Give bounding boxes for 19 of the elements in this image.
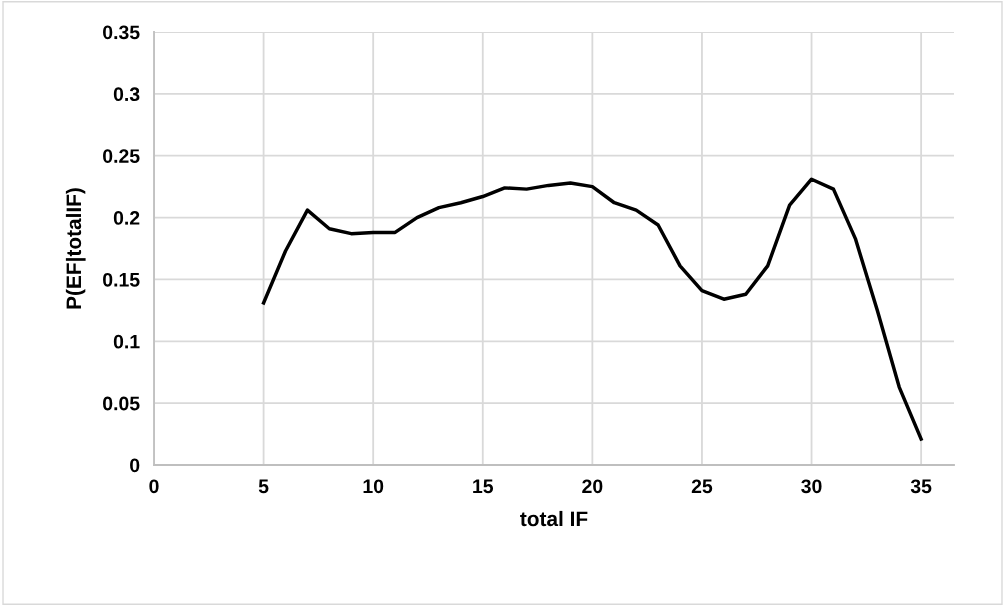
y-tick-label: 0.15 [103,272,140,287]
x-axis-title: total IF [520,510,588,527]
line-series [261,177,923,441]
x-tick-label: 30 [801,479,822,494]
y-tick-label: 0.25 [103,149,140,163]
x-tick-label: 0 [149,479,159,494]
y-tick-label: 0.1 [113,334,140,349]
x-tick-label: 35 [910,479,932,494]
x-tick-label: 20 [582,479,603,494]
x-tick-label: 15 [473,479,494,494]
y-tick-label: 0.35 [103,25,140,40]
y-tick-label: 0.2 [113,211,140,225]
y-tick-label: 0.3 [113,87,140,102]
y-tick-label: 0 [130,458,140,473]
y-axis-title: P(EF|totalIF) [65,188,86,309]
y-tick-label: 0.05 [103,396,140,411]
x-tick-label: 5 [258,479,269,494]
x-tick-label: 10 [363,479,384,494]
x-tick-label: 25 [691,479,713,494]
